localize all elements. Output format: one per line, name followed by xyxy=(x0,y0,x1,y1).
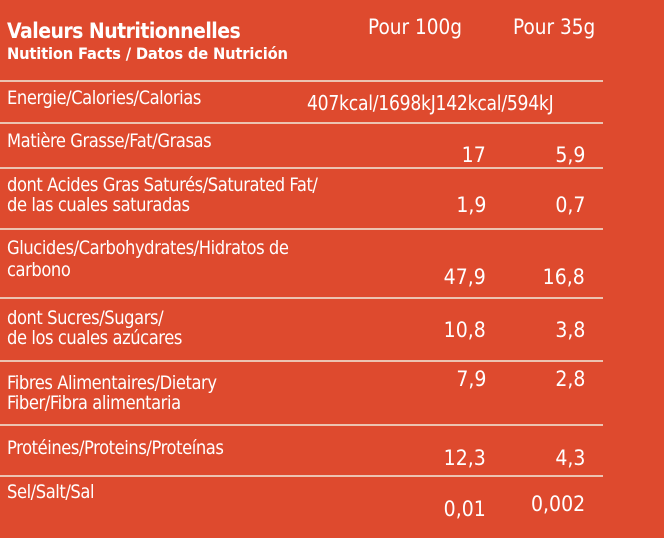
row-label-line: de los cuales azúcares xyxy=(7,327,182,349)
saturated-fat-per-100g: 1,9 xyxy=(455,193,486,217)
row-label-line: dont Acides Gras Saturés/Saturated Fat/ xyxy=(7,174,318,196)
row-label-line: Glucides/Carbohydrates/Hidratos de xyxy=(7,237,289,259)
divider xyxy=(0,360,603,362)
carbohydrates-per-35g: 16,8 xyxy=(542,265,585,289)
proteins-per-35g: 4,3 xyxy=(554,446,585,470)
row-label-line: Energie/Calories/Calorias xyxy=(7,87,201,109)
row-label-line: Sel/Salt/Sal xyxy=(7,481,95,503)
column-header-per-35g: Pour 35g xyxy=(513,15,596,39)
divider xyxy=(0,475,603,477)
energy-per-35g: 142kcal/594kJ xyxy=(435,91,554,115)
row-label-proteins: Protéines/Proteins/Proteínas xyxy=(7,437,224,459)
divider xyxy=(0,122,603,124)
row-label-line: dont Sucres/Sugars/ xyxy=(7,307,164,329)
row-label-line: carbono xyxy=(7,259,71,281)
energy-values: 407kcal/1698kJ142kcal/594kJ xyxy=(307,91,554,115)
row-label-line: Matière Grasse/Fat/Grasas xyxy=(7,130,212,152)
table-subtitle: Nutition Facts / Datos de Nutrición xyxy=(7,44,288,63)
fat-per-100g: 17 xyxy=(461,143,486,167)
table-title: Valeurs Nutritionnelles xyxy=(7,19,241,43)
column-header-per-100g: Pour 100g xyxy=(368,15,462,39)
carbohydrates-per-100g: 47,9 xyxy=(443,265,486,289)
salt-per-35g: 0,002 xyxy=(530,492,585,516)
row-label-line: de las cuales saturadas xyxy=(7,194,190,216)
divider xyxy=(0,297,603,299)
fibre-per-35g: 2,8 xyxy=(554,367,585,391)
row-label-saturated-fat: dont Acides Gras Saturés/Saturated Fat/ … xyxy=(7,175,318,215)
divider xyxy=(0,80,603,82)
row-label-sugars: dont Sucres/Sugars/ de los cuales azúcar… xyxy=(7,308,182,348)
divider xyxy=(0,228,603,230)
saturated-fat-per-35g: 0,7 xyxy=(554,193,585,217)
divider xyxy=(0,167,603,169)
row-label-fibre: Fibres Alimentaires/Dietary Fiber/Fibra … xyxy=(7,373,217,413)
row-label-line: Fiber/Fibra alimentaria xyxy=(7,392,181,414)
sugars-per-100g: 10,8 xyxy=(443,318,486,342)
row-label-line: Protéines/Proteins/Proteínas xyxy=(7,437,224,459)
sugars-per-35g: 3,8 xyxy=(554,318,585,342)
fat-per-35g: 5,9 xyxy=(554,143,585,167)
fibre-per-100g: 7,9 xyxy=(455,367,486,391)
divider xyxy=(0,424,603,426)
energy-per-100g: 407kcal/1698kJ xyxy=(307,91,436,115)
row-label-carbohydrates: Glucides/Carbohydrates/Hidratos de carbo… xyxy=(7,237,289,281)
row-label-energy: Energie/Calories/Calorias xyxy=(7,88,201,108)
row-label-salt: Sel/Salt/Sal xyxy=(7,481,95,503)
proteins-per-100g: 12,3 xyxy=(443,446,486,470)
row-label-fat: Matière Grasse/Fat/Grasas xyxy=(7,130,212,152)
salt-per-100g: 0,01 xyxy=(443,497,486,521)
row-label-line: Fibres Alimentaires/Dietary xyxy=(7,372,217,394)
